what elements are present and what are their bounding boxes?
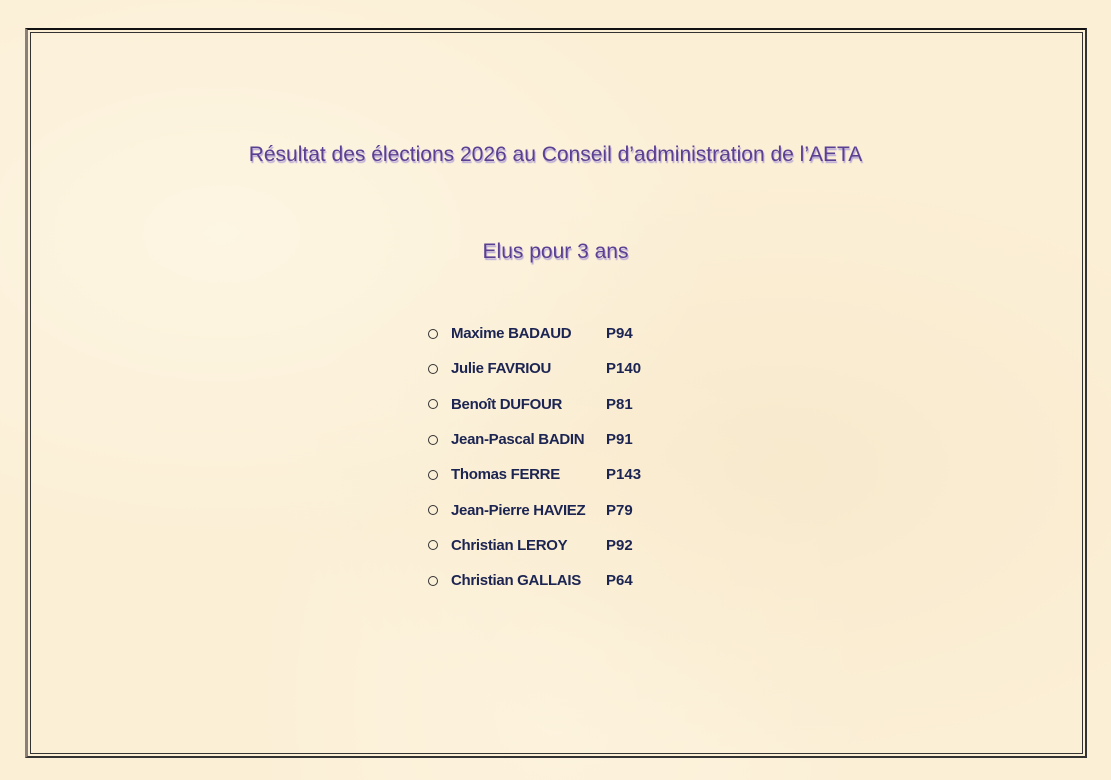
elected-code: P79 — [606, 501, 633, 519]
elected-code: P81 — [606, 395, 633, 413]
list-item: Christian GALLAIS P64 — [428, 563, 641, 598]
elected-name: Julie FAVRIOU — [451, 360, 552, 378]
page-border — [25, 28, 1087, 758]
elected-name: Christian LEROY — [451, 536, 568, 554]
bullet-circle-icon — [428, 434, 438, 445]
page-title: Résultat des élections 2026 au Conseil d… — [248, 143, 863, 166]
elected-code: P94 — [606, 325, 633, 343]
section-subtitle: Elus pour 3 ans — [482, 240, 629, 263]
list-item: Christian LEROY P92 — [428, 528, 641, 563]
elected-code: P91 — [606, 431, 633, 449]
bullet-circle-icon — [428, 540, 438, 551]
elected-name: Benoît DUFOUR — [451, 395, 563, 413]
list-item: Maxime BADAUD P94 — [428, 316, 641, 351]
elected-code: P64 — [606, 572, 633, 590]
elected-name: Christian GALLAIS — [451, 572, 581, 590]
elected-name: Jean-Pascal BADIN — [451, 431, 585, 449]
elected-code: P140 — [606, 360, 642, 378]
bullet-circle-icon — [428, 575, 438, 586]
list-item: Jean-Pierre HAVIEZ P79 — [428, 492, 641, 527]
bullet-circle-icon — [428, 363, 438, 374]
elected-list: Maxime BADAUD P94 Julie FAVRIOU P140 Ben… — [428, 316, 641, 598]
list-item: Benoît DUFOUR P81 — [428, 387, 641, 422]
bullet-circle-icon — [428, 469, 438, 480]
elected-code: P143 — [606, 466, 642, 484]
elected-name: Thomas FERRE — [451, 466, 560, 484]
list-item: Thomas FERRE P143 — [428, 457, 641, 492]
elected-name: Maxime BADAUD — [451, 325, 572, 343]
bullet-circle-icon — [428, 505, 438, 516]
list-item: Jean-Pascal BADIN P91 — [428, 422, 641, 457]
bullet-circle-icon — [428, 328, 438, 339]
bullet-circle-icon — [428, 399, 438, 410]
list-item: Julie FAVRIOU P140 — [428, 351, 641, 386]
elected-name: Jean-Pierre HAVIEZ — [451, 501, 586, 519]
elected-code: P92 — [606, 536, 633, 554]
